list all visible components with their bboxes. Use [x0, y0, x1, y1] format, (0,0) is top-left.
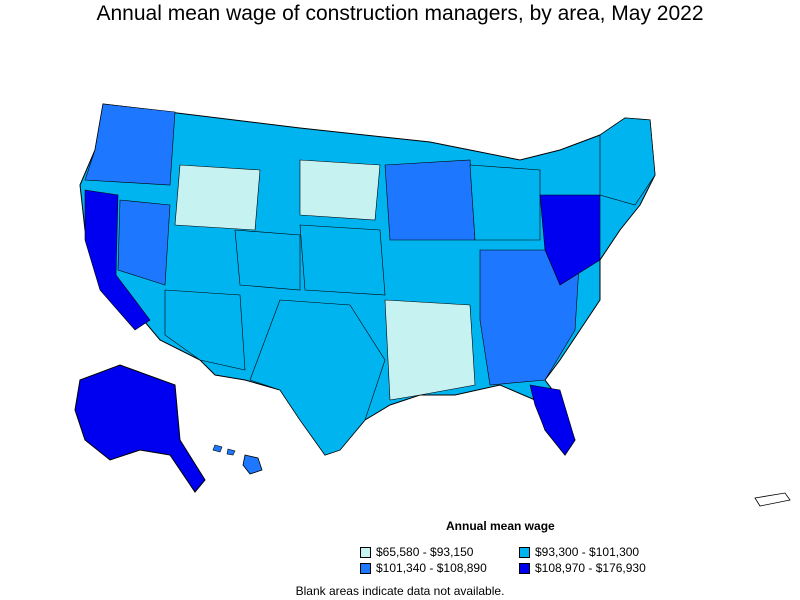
legend-title: Annual mean wage — [446, 519, 555, 533]
legend-swatch — [360, 562, 371, 574]
puerto-rico — [754, 492, 791, 507]
legend-item: $108,970 - $176,930 — [519, 561, 646, 575]
region-south-central — [384, 299, 476, 401]
legend-label: $65,580 - $93,150 — [376, 545, 474, 559]
region-northern-plains — [299, 159, 381, 221]
region-mountain-west — [174, 164, 261, 231]
hawaii-islands — [212, 444, 236, 456]
legend-swatch — [519, 562, 530, 574]
map-title: Annual mean wage of construction manager… — [96, 2, 704, 25]
region-florida — [529, 384, 576, 456]
region-new-england — [599, 117, 656, 206]
region-southwest — [164, 289, 246, 371]
region-midwest — [384, 159, 476, 241]
region-texas — [249, 299, 386, 456]
legend-swatch — [360, 546, 371, 558]
legend-label: $93,300 - $101,300 — [535, 545, 640, 559]
legend-item: $101,340 - $108,890 — [360, 561, 487, 575]
region-nevada — [117, 199, 171, 286]
legend-swatch — [519, 546, 530, 558]
legend-label: $101,340 - $108,890 — [376, 561, 487, 575]
region-california — [84, 189, 151, 331]
legend-item: $65,580 - $93,150 — [360, 545, 473, 559]
region-mid-atlantic — [539, 194, 601, 286]
alaska — [74, 364, 206, 493]
region-colorado — [234, 229, 301, 291]
region-great-lakes — [469, 164, 541, 241]
data-availability-note: Blank areas indicate data not available. — [295, 584, 505, 598]
hawaii — [242, 454, 263, 475]
legend-item: $93,300 - $101,300 — [519, 545, 639, 559]
region-central-plains — [299, 224, 386, 296]
legend-label: $108,970 - $176,930 — [535, 561, 646, 575]
region-pacific-northwest — [84, 103, 176, 186]
